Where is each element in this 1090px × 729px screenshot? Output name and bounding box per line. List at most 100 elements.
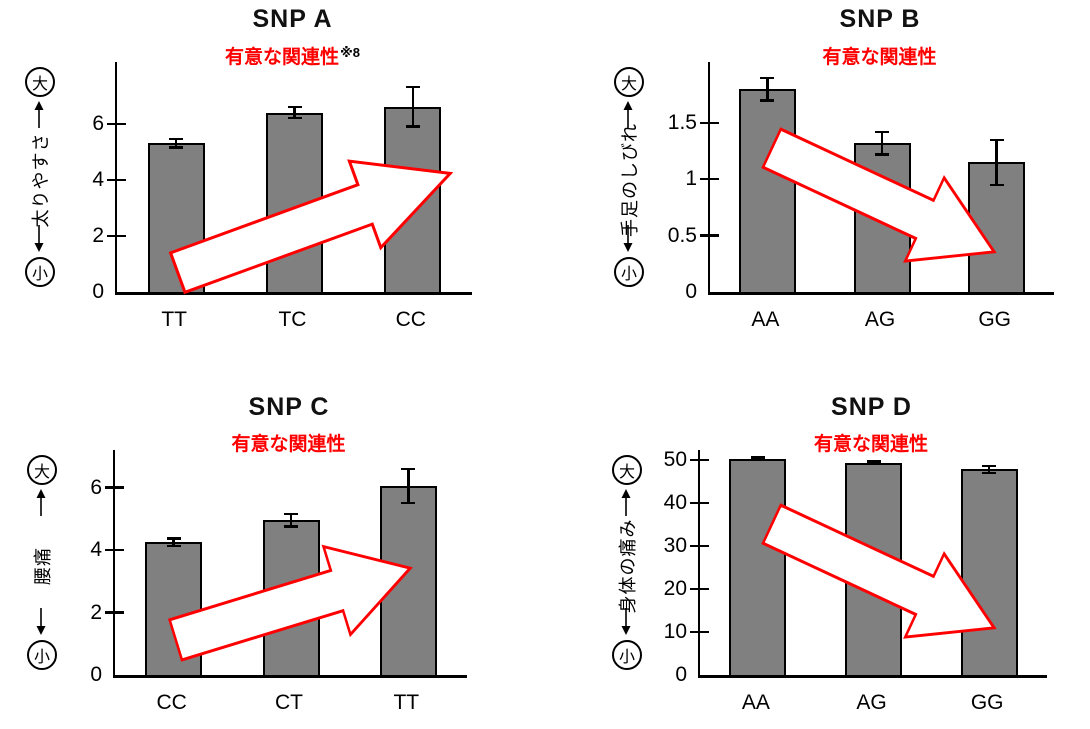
axis-up-arrow-icon [36, 489, 46, 516]
axis-tick-label: 2 [92, 223, 104, 247]
scale-large-badge: 大 [614, 67, 644, 97]
axis-tick-label: 4 [92, 167, 104, 191]
error-bar-cap [866, 460, 881, 463]
scale-small-badge: 小 [614, 257, 644, 287]
axis-tick-label: 20 [663, 576, 687, 600]
snp-b-panel: SNP B 有意な関連性 大 手足のしびれ 小 0 0.5 1 1.5 AA AG G… [545, 0, 1090, 364]
y-axis-label: 腰痛 [33, 546, 53, 585]
axis-tick [690, 630, 709, 634]
axis-tick-label: 0.5 [667, 223, 697, 247]
error-bar-cap [166, 544, 181, 548]
axis-up-arrow-icon [34, 101, 44, 128]
error-bar-cap [866, 462, 881, 466]
error-bar-cap [750, 458, 765, 462]
category-label: AG [864, 308, 896, 331]
error-bar-cap [284, 525, 298, 528]
axis-tick [690, 544, 709, 548]
scale-large-badge: 大 [27, 455, 57, 485]
category-label: CC [395, 308, 426, 331]
category-label: TT [161, 308, 187, 331]
axis-tick-label: 0 [92, 280, 104, 303]
error-bar [766, 77, 769, 101]
error-bar [872, 461, 875, 465]
error-bar-cap [169, 146, 184, 149]
error-bar [174, 139, 178, 148]
category-labels: AA AG GG [708, 308, 1052, 332]
axis-tick [690, 458, 709, 462]
subtitle-text: 有意な関連性 [813, 434, 928, 455]
scale-small-badge: 小 [27, 640, 57, 670]
subtitle-text: 有意な関連性 [822, 47, 937, 68]
error-bar-cap [401, 501, 416, 505]
chart-subtitle: 有意な関連性※8 [115, 42, 470, 69]
category-labels: TT TC CC [115, 308, 470, 332]
axis-tick-label: 1.5 [667, 110, 697, 134]
trend-decrease-arrow-icon [761, 503, 997, 639]
trend-decrease-arrow-icon [761, 127, 997, 263]
category-label: AA [751, 308, 780, 331]
trend-increase-arrow-icon [168, 159, 454, 295]
snp-d-panel: SNP D 有意な関連性 大 身体の痛み 小 0 10 20 30 40 50 AA AG… [545, 365, 1090, 729]
axis-tick [107, 122, 126, 125]
axis-down-arrow-icon [36, 608, 46, 635]
chart-title: SNP D [831, 393, 912, 421]
axis-tick-label: 30 [663, 533, 687, 557]
axis-tick-label: 4 [90, 538, 102, 561]
error-bar [756, 457, 760, 460]
plot-area: 0 2 4 6 [90, 450, 467, 686]
axis-tick [700, 234, 719, 237]
error-bar-cap [405, 86, 420, 89]
category-label: TC [278, 308, 307, 331]
axis-tick-label: 0 [675, 663, 687, 686]
snp-c-panel: SNP C 有意な関連性 大 腰痛 小 0 2 4 6 CC CT TT [0, 365, 545, 729]
scale-large-badge: 大 [25, 67, 55, 97]
axis-tick [700, 178, 719, 181]
chart-subtitle: 有意な関連性 [113, 429, 465, 456]
bar-GG [960, 469, 1018, 675]
error-bar-cap [989, 138, 1004, 141]
snp-a-panel: SNP A 有意な関連性※8 大 太りやすさ 小 0 2 4 6 TT TC CC [0, 0, 545, 364]
error-bar [880, 131, 884, 155]
error-bar [289, 514, 293, 527]
error-bar-cap [760, 76, 775, 79]
error-bar [411, 87, 415, 127]
axis-tick-label: 2 [90, 600, 102, 624]
error-bar-cap [405, 125, 420, 128]
category-label: AA [741, 691, 770, 714]
bar-AA [738, 89, 796, 292]
subtitle-text: 有意な関連性 [225, 47, 340, 68]
category-labels: AA AG GG [698, 691, 1045, 715]
axis-tick-label: 0 [685, 280, 697, 303]
scale-small-label: 小 [618, 649, 635, 666]
error-bar-cap [169, 137, 184, 141]
error-bar [407, 468, 410, 504]
axis-tick [107, 178, 126, 181]
y-axis-label: 身体の痛み [618, 518, 638, 613]
scale-large-label: 大 [31, 76, 48, 93]
error-bar-cap [750, 456, 765, 459]
error-bar-cap [989, 183, 1004, 187]
subtitle-text: 有意な関連性 [231, 434, 346, 455]
chart-subtitle: 有意な関連性 [708, 42, 1052, 69]
category-label: AG [856, 691, 887, 714]
axis-tick-label: 10 [663, 619, 687, 643]
axis-up-arrow-icon [623, 101, 633, 128]
axis-tick-label: 50 [663, 447, 687, 471]
axis-tick [105, 486, 124, 489]
axis-tick [700, 121, 719, 125]
error-bar-cap [875, 130, 889, 134]
y-axis-label: 太りやすさ [31, 132, 51, 228]
error-bar-cap [166, 537, 181, 540]
error-bar-cap [401, 467, 416, 470]
category-label: TT [393, 691, 420, 714]
axis-tick [107, 234, 126, 238]
scale-large-label: 大 [620, 76, 637, 93]
category-label: CC [156, 691, 187, 714]
scale-small-badge: 小 [25, 257, 55, 287]
error-bar-cap [287, 105, 302, 109]
error-bar [987, 465, 991, 473]
subtitle-footnote-marker: ※8 [340, 45, 360, 60]
axis-tick-label: 6 [90, 475, 102, 499]
scale-small-label: 小 [620, 266, 637, 283]
